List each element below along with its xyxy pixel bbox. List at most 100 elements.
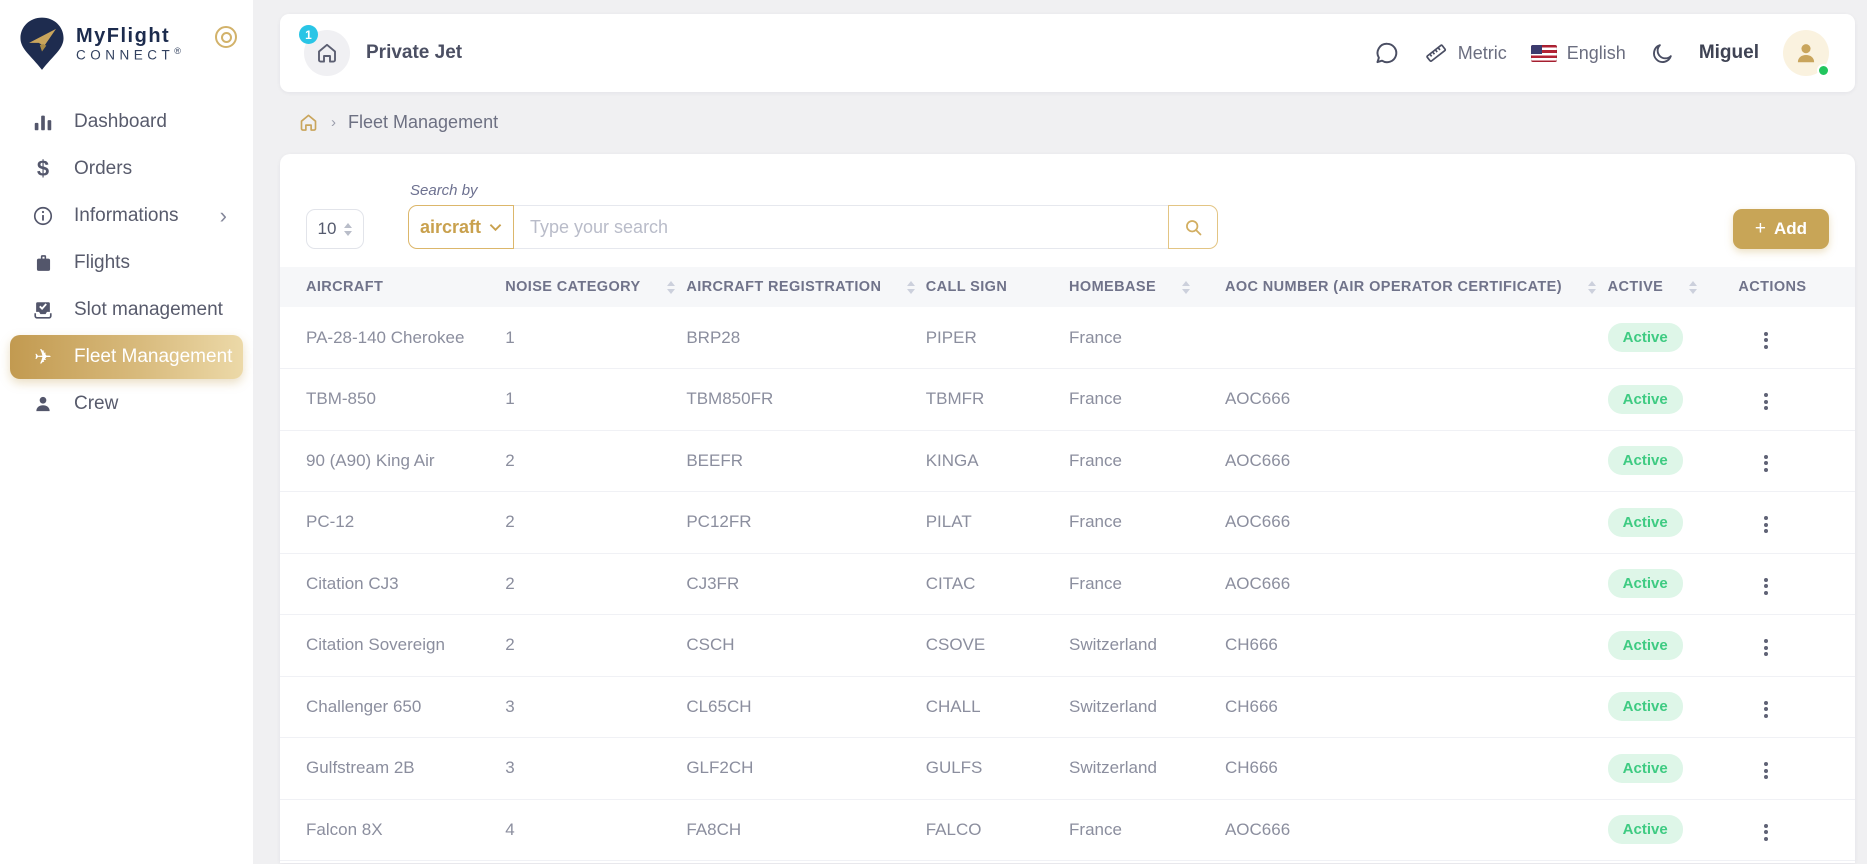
cell-active: Active (1607, 430, 1739, 492)
cell-noise-category: 3 (505, 737, 687, 800)
user-name: Miguel (1698, 42, 1759, 63)
table-row[interactable]: PA-28-140 Cherokee 1 BRP28 PIPER France … (280, 307, 1855, 369)
breadcrumb-separator: › (331, 114, 336, 131)
kebab-menu-icon[interactable] (1754, 326, 1778, 355)
breadcrumb-home-icon[interactable] (298, 112, 319, 133)
language-selector[interactable]: English (1530, 43, 1626, 64)
sidebar-item-informations[interactable]: Informations › (10, 194, 243, 238)
sidebar-collapse-toggle[interactable] (215, 26, 237, 48)
units-selector[interactable]: Metric (1424, 41, 1507, 65)
cell-aircraft: TBM-850 (280, 368, 506, 431)
page-size-select[interactable]: 10 (306, 209, 364, 249)
fleet-table-body: PA-28-140 Cherokee 1 BRP28 PIPER France … (280, 307, 1855, 861)
cell-call-sign: CHALL (925, 676, 1070, 738)
search-input[interactable] (514, 205, 1168, 249)
cell-aircraft-registration: GLF2CH (686, 737, 926, 800)
status-badge: Active (1607, 384, 1683, 414)
cell-call-sign: FALCO (925, 799, 1070, 861)
sidebar-item-fleet-management[interactable]: ✈ Fleet Management (10, 335, 243, 379)
sort-icon[interactable] (666, 280, 675, 294)
cell-homebase: Switzerland (1069, 737, 1225, 800)
cell-aircraft: PA-28-140 Cherokee (280, 307, 506, 369)
add-button[interactable]: + Add (1732, 209, 1829, 249)
cell-aoc-number: AOC666 (1224, 553, 1608, 615)
inbox-check-icon (30, 298, 56, 322)
sidebar-item-label: Orders (74, 158, 133, 179)
notification-badge: 1 (299, 25, 318, 44)
sidebar-item-dashboard[interactable]: Dashboard (10, 100, 243, 144)
units-label: Metric (1457, 42, 1507, 63)
chevron-right-icon: › (219, 203, 227, 228)
table-row[interactable]: PC-12 2 PC12FR PILAT France AOC666 Activ… (280, 491, 1855, 554)
cell-active: Active (1607, 307, 1739, 369)
search-button[interactable] (1168, 205, 1218, 249)
column-header-aoc-number: AOC NUMBER (AIR OPERATOR CERTIFICATE) (1225, 267, 1608, 307)
kebab-menu-icon[interactable] (1754, 633, 1778, 662)
sort-icon[interactable] (1182, 280, 1191, 294)
cell-actions (1738, 491, 1855, 554)
sidebar-item-crew[interactable]: Crew (10, 382, 243, 426)
workspace-label: Private Jet (366, 42, 463, 63)
search-category-dropdown[interactable]: aircraft (408, 205, 514, 249)
cell-actions (1738, 430, 1855, 492)
cell-homebase: France (1069, 799, 1225, 861)
kebab-menu-icon[interactable] (1754, 818, 1778, 847)
cell-active: Active (1607, 553, 1739, 615)
cell-active: Active (1607, 737, 1739, 800)
sidebar-item-orders[interactable]: $ Orders (10, 147, 243, 191)
cell-aircraft: Falcon 8X (280, 799, 506, 861)
column-header-noise-category: NOISE CATEGORY (505, 267, 686, 307)
kebab-menu-icon[interactable] (1754, 449, 1778, 478)
cell-noise-category: 4 (505, 799, 687, 861)
sort-icon[interactable] (1689, 280, 1698, 294)
cell-call-sign: PILAT (925, 491, 1070, 554)
sort-icon[interactable] (907, 280, 916, 294)
status-badge: Active (1607, 446, 1683, 476)
table-row[interactable]: TBM-850 1 TBM850FR TBMFR France AOC666 A… (280, 368, 1855, 431)
kebab-menu-icon[interactable] (1754, 756, 1778, 785)
status-badge: Active (1607, 630, 1683, 660)
kebab-menu-icon[interactable] (1754, 695, 1778, 724)
cell-actions (1738, 368, 1855, 431)
table-row[interactable]: Gulfstream 2B 3 GLF2CH GULFS Switzerland… (280, 737, 1855, 800)
cell-aircraft: Gulfstream 2B (280, 737, 506, 800)
brand-pin-plane-icon (20, 17, 64, 70)
plane-icon: ✈ (34, 344, 52, 369)
status-badge: Active (1607, 569, 1683, 599)
cell-homebase: France (1069, 368, 1225, 431)
cell-actions (1738, 614, 1855, 677)
table-row[interactable]: 90 (A90) King Air 2 BEEFR KINGA France A… (280, 430, 1855, 492)
breadcrumb-current: Fleet Management (348, 112, 499, 132)
chat-button[interactable] (1374, 40, 1400, 66)
kebab-menu-icon[interactable] (1754, 510, 1778, 539)
sort-icon[interactable] (1587, 280, 1596, 294)
cell-aoc-number (1224, 307, 1608, 369)
table-row[interactable]: Falcon 8X 4 FA8CH FALCO France AOC666 Ac… (280, 799, 1855, 861)
brand-name: MyFlight CONNECT® (76, 25, 185, 63)
cell-active: Active (1607, 799, 1739, 861)
cell-actions (1738, 553, 1855, 615)
avatar[interactable] (1783, 30, 1830, 77)
sidebar-item-flights[interactable]: Flights (10, 241, 243, 285)
status-badge: Active (1607, 692, 1683, 722)
table-row[interactable]: Challenger 650 3 CL65CH CHALL Switzerlan… (280, 676, 1855, 738)
sidebar-item-label: Dashboard (74, 111, 167, 132)
table-row[interactable]: Citation CJ3 2 CJ3FR CITAC France AOC666… (280, 553, 1855, 615)
dark-mode-toggle[interactable] (1650, 41, 1675, 66)
plus-icon: + (1754, 218, 1766, 239)
workspace-selector[interactable]: 1 Private Jet (299, 25, 463, 76)
cell-homebase: France (1069, 491, 1225, 554)
home-button[interactable]: 1 (299, 25, 350, 76)
kebab-menu-icon[interactable] (1754, 387, 1778, 416)
cell-active: Active (1607, 368, 1739, 431)
brand-logo: MyFlight CONNECT® (0, 0, 253, 82)
cell-aircraft: 90 (A90) King Air (280, 430, 506, 492)
cell-active: Active (1607, 676, 1739, 738)
fleet-table: AIRCRAFT NOISE CATEGORY AIRCRAFT REGISTR… (280, 267, 1855, 861)
spinner-arrows-icon (344, 222, 353, 236)
cell-aircraft-registration: BRP28 (686, 307, 926, 369)
kebab-menu-icon[interactable] (1754, 572, 1778, 601)
table-row[interactable]: Citation Sovereign 2 CSCH CSOVE Switzerl… (280, 614, 1855, 677)
column-header-active: ACTIVE (1608, 267, 1739, 307)
sidebar-item-slot-management[interactable]: Slot management (10, 288, 243, 332)
